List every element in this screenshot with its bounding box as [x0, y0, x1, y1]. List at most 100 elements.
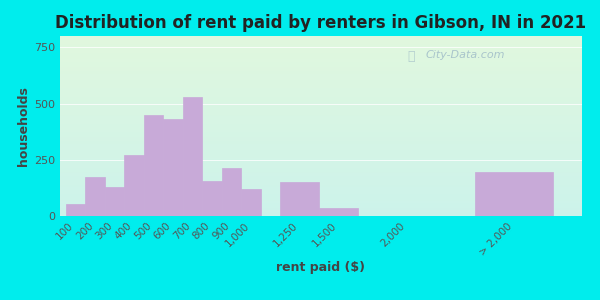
Bar: [60, 171, 582, 172]
Bar: [60, 114, 582, 115]
Bar: [60, 107, 582, 108]
Bar: [60, 67, 582, 68]
Bar: [60, 203, 582, 204]
Bar: [60, 164, 582, 165]
Bar: [60, 193, 582, 194]
Bar: [60, 36, 582, 37]
Bar: [60, 47, 582, 48]
Bar: [60, 131, 582, 132]
Bar: [60, 40, 582, 41]
Bar: [60, 126, 582, 127]
Bar: [60, 44, 582, 45]
Bar: [60, 197, 582, 198]
Bar: [60, 130, 582, 131]
Bar: [60, 56, 582, 57]
Bar: [60, 152, 582, 153]
Bar: [60, 141, 582, 142]
Bar: [60, 38, 582, 39]
Bar: [319, 208, 358, 216]
Bar: [60, 183, 582, 184]
Bar: [60, 106, 582, 107]
Bar: [60, 101, 582, 102]
Bar: [60, 64, 582, 65]
Bar: [60, 209, 582, 210]
Bar: [60, 48, 582, 49]
Bar: [60, 105, 582, 106]
Bar: [60, 55, 582, 56]
Bar: [60, 87, 582, 88]
Bar: [183, 97, 202, 216]
Bar: [60, 63, 582, 64]
Bar: [60, 75, 582, 76]
Bar: [60, 205, 582, 206]
Bar: [60, 134, 582, 135]
X-axis label: rent paid ($): rent paid ($): [277, 261, 365, 274]
Bar: [60, 159, 582, 160]
Bar: [280, 182, 319, 216]
Bar: [60, 122, 582, 123]
Bar: [60, 53, 582, 54]
Bar: [60, 213, 582, 214]
Bar: [60, 145, 582, 146]
Bar: [60, 96, 582, 97]
Bar: [163, 119, 183, 216]
Bar: [60, 165, 582, 166]
Bar: [60, 111, 582, 112]
Bar: [241, 189, 260, 216]
Bar: [60, 117, 582, 118]
Bar: [60, 76, 582, 77]
Bar: [60, 79, 582, 80]
Bar: [60, 211, 582, 212]
Bar: [60, 65, 582, 66]
Bar: [60, 123, 582, 124]
Bar: [60, 196, 582, 197]
Bar: [60, 90, 582, 91]
Bar: [60, 132, 582, 133]
Bar: [60, 155, 582, 156]
Bar: [60, 187, 582, 188]
Bar: [60, 202, 582, 203]
Bar: [60, 133, 582, 134]
Bar: [60, 150, 582, 151]
Bar: [60, 81, 582, 82]
Title: Distribution of rent paid by renters in Gibson, IN in 2021: Distribution of rent paid by renters in …: [55, 14, 587, 32]
Bar: [60, 136, 582, 137]
Bar: [60, 70, 582, 71]
Bar: [60, 51, 582, 52]
Bar: [60, 50, 582, 51]
Bar: [60, 45, 582, 46]
Bar: [60, 80, 582, 81]
Bar: [60, 124, 582, 125]
Bar: [60, 156, 582, 157]
Bar: [60, 135, 582, 136]
Bar: [60, 88, 582, 89]
Bar: [60, 69, 582, 70]
Bar: [60, 191, 582, 192]
Bar: [60, 93, 582, 94]
Bar: [60, 199, 582, 200]
Bar: [60, 66, 582, 67]
Bar: [60, 177, 582, 178]
Bar: [60, 109, 582, 110]
Bar: [60, 192, 582, 193]
Bar: [124, 155, 144, 216]
Bar: [60, 202, 582, 203]
Bar: [60, 108, 582, 109]
Bar: [60, 148, 582, 149]
Bar: [60, 62, 582, 63]
Text: City-Data.com: City-Data.com: [425, 50, 505, 60]
Bar: [60, 74, 582, 75]
Bar: [60, 78, 582, 79]
Bar: [66, 204, 85, 216]
Bar: [60, 195, 582, 196]
Bar: [60, 125, 582, 126]
Bar: [60, 97, 582, 98]
Bar: [60, 103, 582, 104]
Bar: [60, 138, 582, 139]
Bar: [60, 100, 582, 101]
Bar: [60, 176, 582, 177]
Bar: [60, 149, 582, 150]
Bar: [60, 112, 582, 113]
Bar: [60, 49, 582, 50]
Bar: [60, 166, 582, 167]
